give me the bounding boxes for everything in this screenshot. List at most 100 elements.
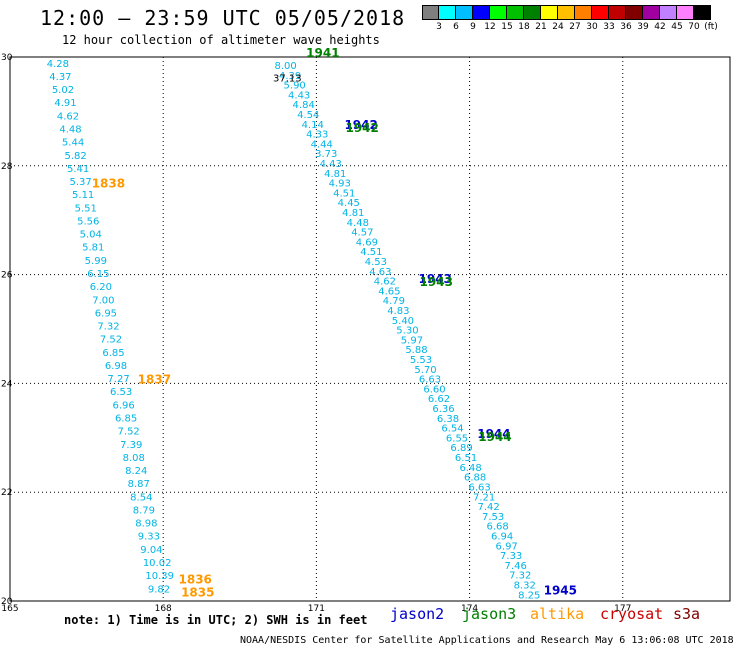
- wave-height-value: 5.70: [414, 365, 436, 376]
- wave-height-value: 6.48: [459, 463, 481, 474]
- lat-tick-label: 26: [1, 271, 13, 281]
- wave-height-value: 7.32: [509, 571, 531, 582]
- wave-height-value: 8.25: [518, 590, 540, 601]
- wave-height-value: 6.20: [90, 282, 112, 293]
- wave-height-value: 8.00: [275, 61, 297, 72]
- scale-swatch: [473, 5, 490, 20]
- wave-height-value: 4.63: [369, 267, 391, 278]
- wave-height-value: 5.40: [392, 316, 414, 327]
- wave-height-value: 4.69: [356, 237, 378, 248]
- wave-height-value: 7.32: [97, 322, 119, 333]
- wave-height-value: 5.81: [82, 243, 104, 254]
- wave-height-value: 5.11: [72, 190, 94, 201]
- pass-time-label: 1836: [179, 573, 212, 587]
- scale-swatch: [558, 5, 575, 20]
- scale-label: 30: [586, 22, 598, 32]
- wave-height-value: 6.89: [450, 443, 472, 454]
- wave-height-value: 7.52: [100, 335, 122, 346]
- wave-height-value: 8.54: [130, 492, 152, 503]
- wave-height-value: 4.43: [320, 159, 342, 170]
- outlier-value: 37.13: [273, 73, 302, 84]
- scale-swatch: [439, 5, 456, 20]
- wave-height-value: 4.44: [311, 139, 333, 150]
- wave-height-value: 4.93: [329, 179, 351, 190]
- scale-label: 15: [501, 22, 513, 32]
- wave-height-value: 4.62: [57, 111, 79, 122]
- wave-height-value: 5.53: [410, 355, 432, 366]
- wave-height-value: 7.39: [120, 440, 142, 451]
- pass-time-label: 1945: [544, 583, 577, 597]
- wave-height-value: 5.44: [62, 138, 84, 149]
- scale-label: 36: [620, 22, 632, 32]
- scale-label: 9: [470, 22, 476, 32]
- scale-label: 18: [518, 22, 530, 32]
- pass-time-label: 1942: [344, 118, 377, 132]
- wave-height-value: 8.08: [123, 453, 145, 464]
- lat-tick-label: 22: [1, 488, 12, 498]
- wave-height-value: 6.95: [95, 308, 117, 319]
- wave-height-value: 5.90: [284, 81, 306, 92]
- wave-height-value: 4.65: [378, 286, 400, 297]
- wave-height-value: 4.83: [387, 306, 409, 317]
- wave-height-value: 7.27: [107, 374, 129, 385]
- wave-height-value: 4.79: [383, 296, 405, 307]
- wave-height-value: 8.24: [125, 466, 147, 477]
- wave-height-value: 7.52: [118, 427, 140, 438]
- wave-height-value: 6.85: [115, 414, 137, 425]
- wave-height-value: 6.60: [423, 384, 445, 395]
- wave-height-value: 4.81: [324, 169, 346, 180]
- wave-height-value: 6.36: [432, 404, 454, 415]
- wave-height-value: 7.53: [482, 512, 504, 523]
- page-title: 12:00 — 23:59 UTC 05/05/2018: [40, 6, 406, 30]
- wave-height-value: 6.38: [437, 414, 459, 425]
- footer-note: note: 1) Time is in UTC; 2) SWH is in fe…: [64, 613, 368, 627]
- lat-tick-label: 30: [1, 53, 13, 63]
- wave-height-value: 10.02: [143, 558, 172, 569]
- page-subtitle: 12 hour collection of altimeter wave hei…: [62, 33, 380, 47]
- scale-label: 42: [654, 22, 666, 32]
- scale-label: 6: [453, 22, 459, 32]
- scale-swatch: [524, 5, 541, 20]
- wave-height-value: 4.45: [338, 198, 360, 209]
- wave-height-value: 6.96: [112, 400, 134, 411]
- wave-height-value: 4.62: [374, 277, 396, 288]
- scale-label: 27: [569, 22, 581, 32]
- wave-height-value: 5.30: [396, 326, 418, 337]
- wave-height-value: 4.28: [47, 59, 69, 70]
- wave-height-value: 6.62: [428, 394, 450, 405]
- map-frame: [9, 56, 731, 602]
- lat-tick-label: 28: [1, 162, 13, 172]
- wave-height-value: 9.82: [148, 584, 170, 595]
- wave-height-value: 8.79: [133, 505, 155, 516]
- lon-tick-label: 171: [308, 604, 325, 614]
- wave-height-value: 5.04: [80, 230, 102, 241]
- scale-label: 39: [637, 22, 649, 32]
- scale-swatch: [660, 5, 677, 20]
- lon-tick-label: 165: [1, 604, 18, 614]
- scale-label: (ft): [704, 22, 718, 32]
- wave-height-value: 7.46: [505, 561, 527, 572]
- wave-height-value: 5.02: [52, 85, 74, 96]
- lon-tick-label: 174: [461, 604, 478, 614]
- wave-height-value: 5.41: [67, 164, 89, 175]
- scale-swatch: [694, 5, 711, 20]
- scale-swatch: [609, 5, 626, 20]
- wave-height-value: 6.53: [110, 387, 132, 398]
- lon-tick-label: 168: [155, 604, 172, 614]
- legend-altika: altika: [530, 605, 585, 623]
- wave-height-value: 6.98: [105, 361, 127, 372]
- scale-swatch: [456, 5, 473, 20]
- wave-height-value: 6.51: [455, 453, 477, 464]
- wave-height-value: 6.55: [446, 433, 468, 444]
- scale-label: 24: [552, 22, 564, 32]
- wave-height-value: 4.37: [49, 72, 71, 83]
- scale-label: 33: [603, 22, 615, 32]
- wave-height-value: 6.68: [487, 522, 509, 533]
- wave-height-value: 8.98: [135, 519, 157, 530]
- lon-tick-label: 177: [614, 604, 631, 614]
- wave-height-value: 6.88: [464, 473, 486, 484]
- wave-height-value: 6.63: [468, 482, 490, 493]
- scale-swatch: [541, 5, 558, 20]
- wave-height-value: 4.54: [297, 110, 319, 121]
